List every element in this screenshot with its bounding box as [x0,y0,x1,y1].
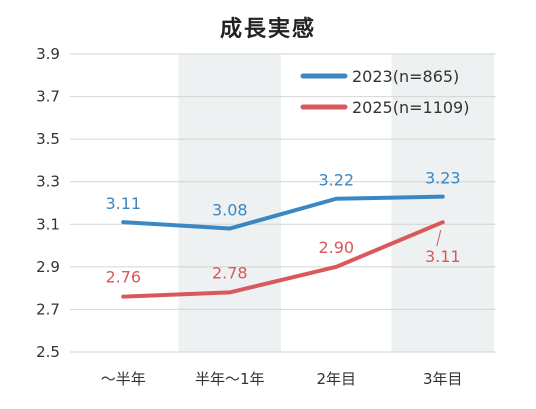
x-tick-label: 2年目 [316,370,356,388]
y-tick-label: 3.5 [36,130,60,148]
series-line-0 [121,194,445,231]
y-tick-label: 2.5 [36,343,60,361]
data-label: 3.11 [425,247,461,266]
category-bands [178,54,494,352]
y-tick-label: 3.3 [36,173,60,191]
x-tick-label: 3年目 [423,370,463,388]
legend-label: 2025(n=1109) [352,98,469,117]
label-leader-line [436,230,442,247]
data-label: 2.76 [105,268,141,287]
data-label: 3.22 [318,171,354,190]
chart-title: 成長実感 [220,16,316,42]
legend-label: 2023(n=865) [352,67,459,86]
data-label: 3.23 [425,169,461,188]
data-label: 2.78 [212,263,248,282]
band-1 [178,54,281,352]
series-lines [121,194,445,299]
y-tick-label: 2.9 [36,258,60,276]
data-label: 3.08 [212,201,248,220]
y-axis-ticks: 2.5 2.7 2.9 3.1 3.3 3.5 3.7 3.9 [36,45,60,361]
x-tick-label: 半年〜1年 [195,370,265,388]
band-3 [391,54,494,352]
series-line-1 [121,220,445,299]
data-label: 3.11 [105,194,141,213]
gridlines [70,53,496,353]
y-tick-label: 2.7 [36,300,60,318]
y-tick-label: 3.9 [36,45,60,63]
data-labels: 3.11 3.08 3.22 3.23 2.76 2.78 2.90 3.11 [105,169,460,287]
y-tick-label: 3.1 [36,215,60,233]
y-tick-label: 3.7 [36,88,60,106]
x-axis-ticks: 〜半年 半年〜1年 2年目 3年目 [101,370,463,388]
data-label: 2.90 [318,238,354,257]
legend: 2023(n=865) 2025(n=1109) [300,67,469,117]
x-tick-label: 〜半年 [101,370,146,388]
